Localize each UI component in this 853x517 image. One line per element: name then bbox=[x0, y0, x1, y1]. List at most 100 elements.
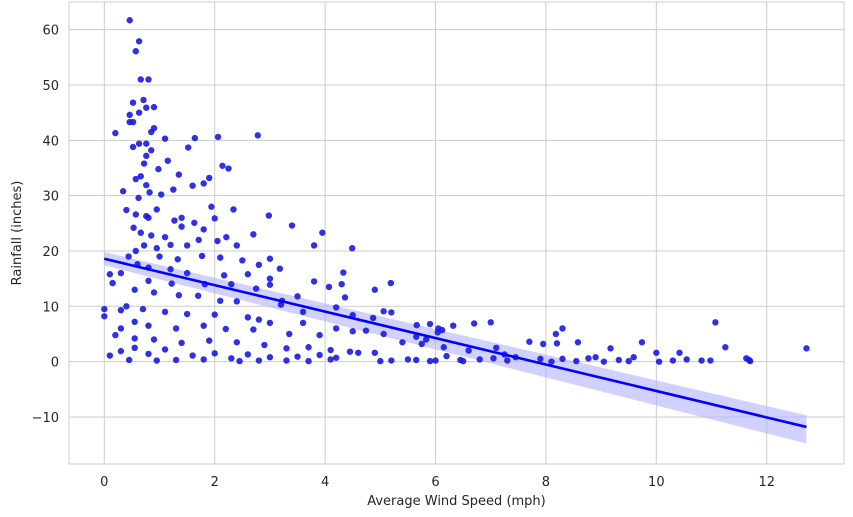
data-point bbox=[286, 330, 293, 338]
data-point bbox=[191, 134, 199, 142]
data-point bbox=[592, 354, 599, 361]
data-point bbox=[526, 338, 533, 345]
data-point bbox=[310, 242, 318, 249]
plot-area bbox=[68, 1, 845, 465]
data-point bbox=[145, 214, 152, 221]
x-tick-label: 10 bbox=[648, 475, 665, 490]
data-point bbox=[214, 133, 222, 141]
data-point bbox=[288, 222, 296, 229]
data-point bbox=[223, 233, 230, 241]
data-point bbox=[143, 181, 150, 189]
data-point bbox=[206, 174, 213, 182]
y-tick-label: 10 bbox=[42, 300, 59, 315]
data-point bbox=[217, 254, 224, 261]
data-point bbox=[341, 294, 349, 301]
data-point bbox=[189, 182, 196, 189]
data-point bbox=[148, 232, 155, 239]
y-tick-label: 60 bbox=[42, 24, 59, 39]
data-point bbox=[676, 349, 683, 356]
data-point bbox=[449, 322, 457, 329]
data-point bbox=[200, 322, 207, 329]
data-point bbox=[283, 345, 290, 352]
data-point bbox=[222, 325, 229, 333]
data-point bbox=[426, 320, 434, 328]
data-point bbox=[131, 335, 138, 342]
y-tick-label: 20 bbox=[42, 245, 59, 260]
data-point bbox=[145, 76, 152, 83]
data-point bbox=[168, 280, 175, 287]
data-point bbox=[225, 165, 232, 172]
data-point bbox=[244, 314, 252, 321]
data-point bbox=[332, 304, 340, 311]
data-point bbox=[135, 140, 143, 147]
data-point bbox=[172, 325, 180, 332]
data-point bbox=[319, 229, 326, 236]
data-point bbox=[707, 357, 714, 364]
data-point bbox=[362, 327, 370, 334]
data-point bbox=[371, 349, 379, 356]
data-point bbox=[183, 242, 191, 249]
data-point bbox=[380, 308, 387, 315]
data-point bbox=[129, 118, 137, 126]
data-point bbox=[148, 147, 155, 154]
data-point bbox=[459, 357, 467, 365]
data-point bbox=[117, 269, 125, 277]
data-point bbox=[125, 253, 132, 260]
y-axis-label: Rainfall (inches) bbox=[10, 181, 25, 286]
data-point bbox=[369, 314, 377, 322]
data-point bbox=[607, 345, 614, 352]
data-point bbox=[139, 305, 147, 313]
data-point bbox=[404, 356, 412, 363]
data-point bbox=[132, 175, 139, 183]
data-point bbox=[172, 356, 180, 364]
data-point bbox=[294, 293, 301, 300]
data-point bbox=[380, 330, 387, 338]
data-point bbox=[117, 347, 125, 355]
data-point bbox=[131, 344, 138, 352]
data-point bbox=[585, 355, 592, 362]
data-point bbox=[252, 285, 260, 292]
data-point bbox=[348, 245, 356, 252]
data-point bbox=[233, 298, 241, 305]
data-point bbox=[135, 109, 143, 116]
data-point bbox=[137, 173, 144, 180]
data-point bbox=[537, 355, 544, 363]
data-point bbox=[117, 325, 125, 332]
data-point bbox=[250, 231, 257, 238]
data-point bbox=[137, 76, 144, 83]
data-point bbox=[178, 214, 185, 221]
data-point bbox=[255, 357, 263, 364]
data-point bbox=[487, 319, 494, 326]
data-point bbox=[470, 320, 478, 327]
data-point bbox=[266, 319, 274, 327]
data-point bbox=[211, 350, 218, 357]
data-point bbox=[198, 252, 206, 260]
data-point bbox=[170, 186, 177, 193]
data-point bbox=[653, 349, 660, 356]
data-point bbox=[219, 162, 226, 169]
data-point bbox=[131, 318, 138, 326]
data-point bbox=[194, 292, 202, 299]
data-point bbox=[371, 286, 379, 293]
data-point bbox=[426, 357, 434, 365]
data-point bbox=[388, 357, 395, 364]
data-point bbox=[171, 217, 178, 224]
data-point bbox=[504, 357, 511, 364]
data-point bbox=[669, 357, 677, 364]
data-point bbox=[150, 103, 158, 111]
data-point bbox=[418, 340, 425, 348]
data-point bbox=[346, 348, 354, 355]
data-point bbox=[327, 346, 334, 354]
data-point bbox=[490, 355, 497, 362]
data-point bbox=[135, 38, 143, 45]
data-point bbox=[140, 242, 148, 249]
data-point bbox=[552, 330, 560, 338]
data-point bbox=[106, 271, 114, 278]
data-point bbox=[266, 275, 274, 282]
data-point bbox=[189, 352, 196, 359]
y-tick-label: 40 bbox=[42, 134, 59, 149]
y-tick-label: 50 bbox=[42, 79, 59, 94]
data-point bbox=[140, 160, 148, 167]
data-point bbox=[143, 140, 150, 147]
data-point bbox=[266, 354, 274, 361]
